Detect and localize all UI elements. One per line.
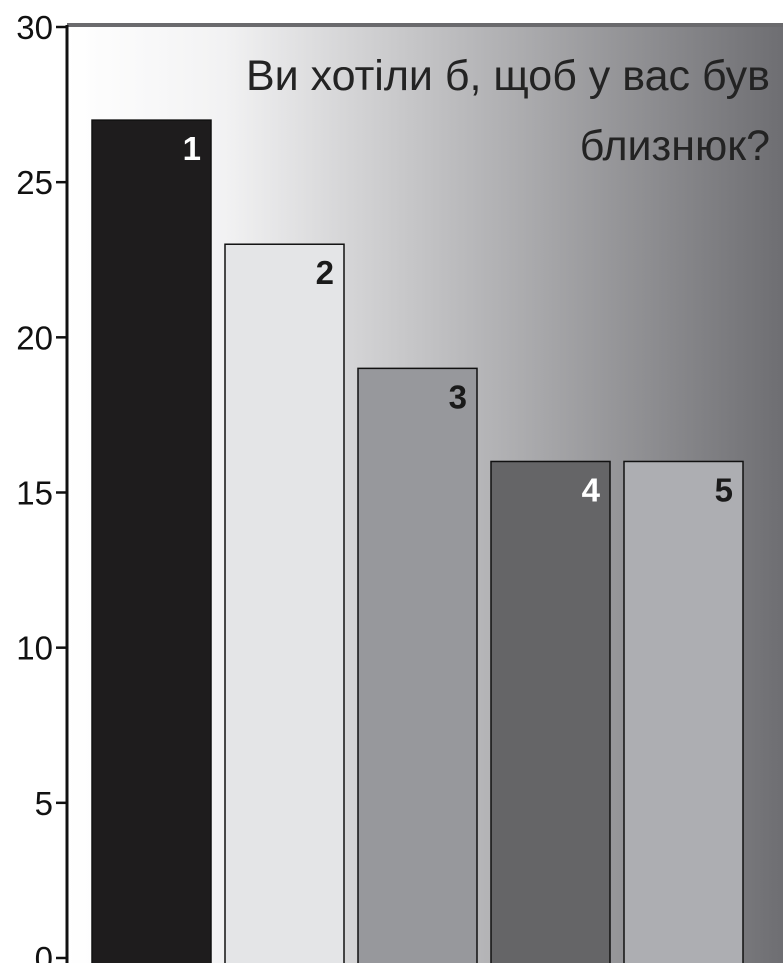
y-axis-ticks: 0 5 10 15 20 25 30 bbox=[16, 9, 67, 968]
bar-label-3: 3 bbox=[449, 378, 467, 415]
y-tick-label: 25 bbox=[16, 164, 53, 201]
chart-title-line-2: близнюк? bbox=[580, 122, 770, 170]
y-tick-label: 20 bbox=[16, 319, 53, 356]
chart-title-line-1: Ви хотіли б, щоб у вас був bbox=[246, 52, 770, 100]
y-tick-label: 30 bbox=[16, 9, 53, 46]
bar-label-1: 1 bbox=[183, 130, 201, 167]
bar-labels: 1 2 3 4 5 bbox=[183, 130, 733, 508]
bar-label-2: 2 bbox=[316, 254, 334, 291]
bar-2 bbox=[224, 243, 345, 968]
bar-4 bbox=[490, 460, 611, 968]
bar-label-5: 5 bbox=[715, 471, 733, 508]
bar-3 bbox=[357, 367, 478, 968]
bar-5 bbox=[623, 460, 744, 968]
bars bbox=[91, 119, 744, 968]
y-tick-label: 5 bbox=[35, 785, 53, 822]
bar-1 bbox=[91, 119, 212, 968]
y-tick-label: 10 bbox=[16, 630, 53, 667]
y-tick-label: 0 bbox=[35, 940, 53, 963]
y-tick-label: 15 bbox=[16, 475, 53, 512]
bar-label-4: 4 bbox=[582, 471, 601, 508]
